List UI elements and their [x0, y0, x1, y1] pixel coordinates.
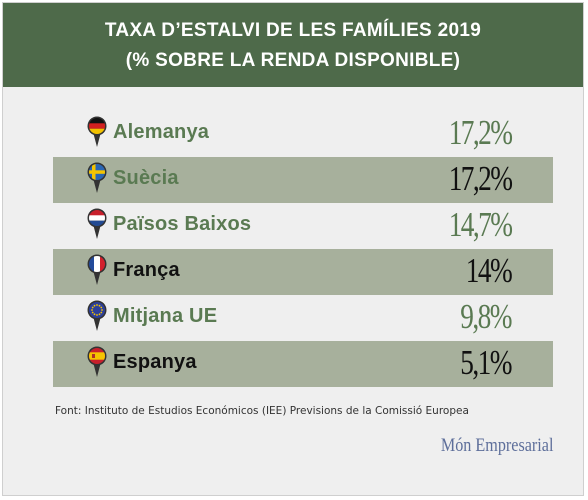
row-label: Alemanya — [113, 121, 210, 143]
table-row-franca: França 14% — [53, 249, 553, 295]
table-row-suecia: Suècia 17,2% — [53, 157, 553, 203]
row-label: Mitjana UE — [113, 305, 218, 327]
row-value: 14% — [465, 251, 513, 290]
france-flag-icon — [87, 254, 107, 285]
chart-title: TAXA D’ESTALVI DE LES FAMÍLIES 2019 — [104, 20, 482, 41]
sweden-flag-icon — [87, 162, 107, 193]
row-value: 17,2% — [448, 113, 512, 152]
netherlands-flag-icon — [87, 208, 107, 239]
header-banner: TAXA D’ESTALVI DE LES FAMÍLIES 2019 (% S… — [3, 3, 583, 87]
table-row-espanya: Espanya 5,1% — [53, 341, 553, 387]
brand-logo: Món Empresarial — [440, 435, 553, 456]
table-row-paisos-baixos: Països Baixos 14,7% — [53, 203, 553, 249]
row-value: 17,2% — [448, 159, 512, 198]
table-row-alemanya: Alemanya 17,2% — [53, 111, 553, 157]
row-label: Països Baixos — [113, 213, 252, 235]
savings-table: Alemanya 17,2% Suècia 17,2% — [53, 111, 553, 387]
eu-flag-icon — [87, 300, 107, 331]
row-label: Suècia — [113, 167, 179, 189]
row-value: 14,7% — [448, 205, 512, 244]
germany-flag-icon — [87, 116, 107, 147]
infographic-card: TAXA D’ESTALVI DE LES FAMÍLIES 2019 (% S… — [2, 2, 584, 496]
row-value: 9,8% — [460, 297, 512, 336]
row-label: Espanya — [113, 351, 197, 373]
spain-flag-icon — [87, 346, 107, 377]
row-value: 5,1% — [460, 343, 512, 382]
row-label: França — [113, 259, 180, 281]
source-note: Font: Instituto de Estudios Económicos (… — [55, 405, 469, 417]
table-row-mitjana-ue: Mitjana UE 9,8% — [53, 295, 553, 341]
chart-subtitle: (% SOBRE LA RENDA DISPONIBLE) — [125, 50, 461, 71]
